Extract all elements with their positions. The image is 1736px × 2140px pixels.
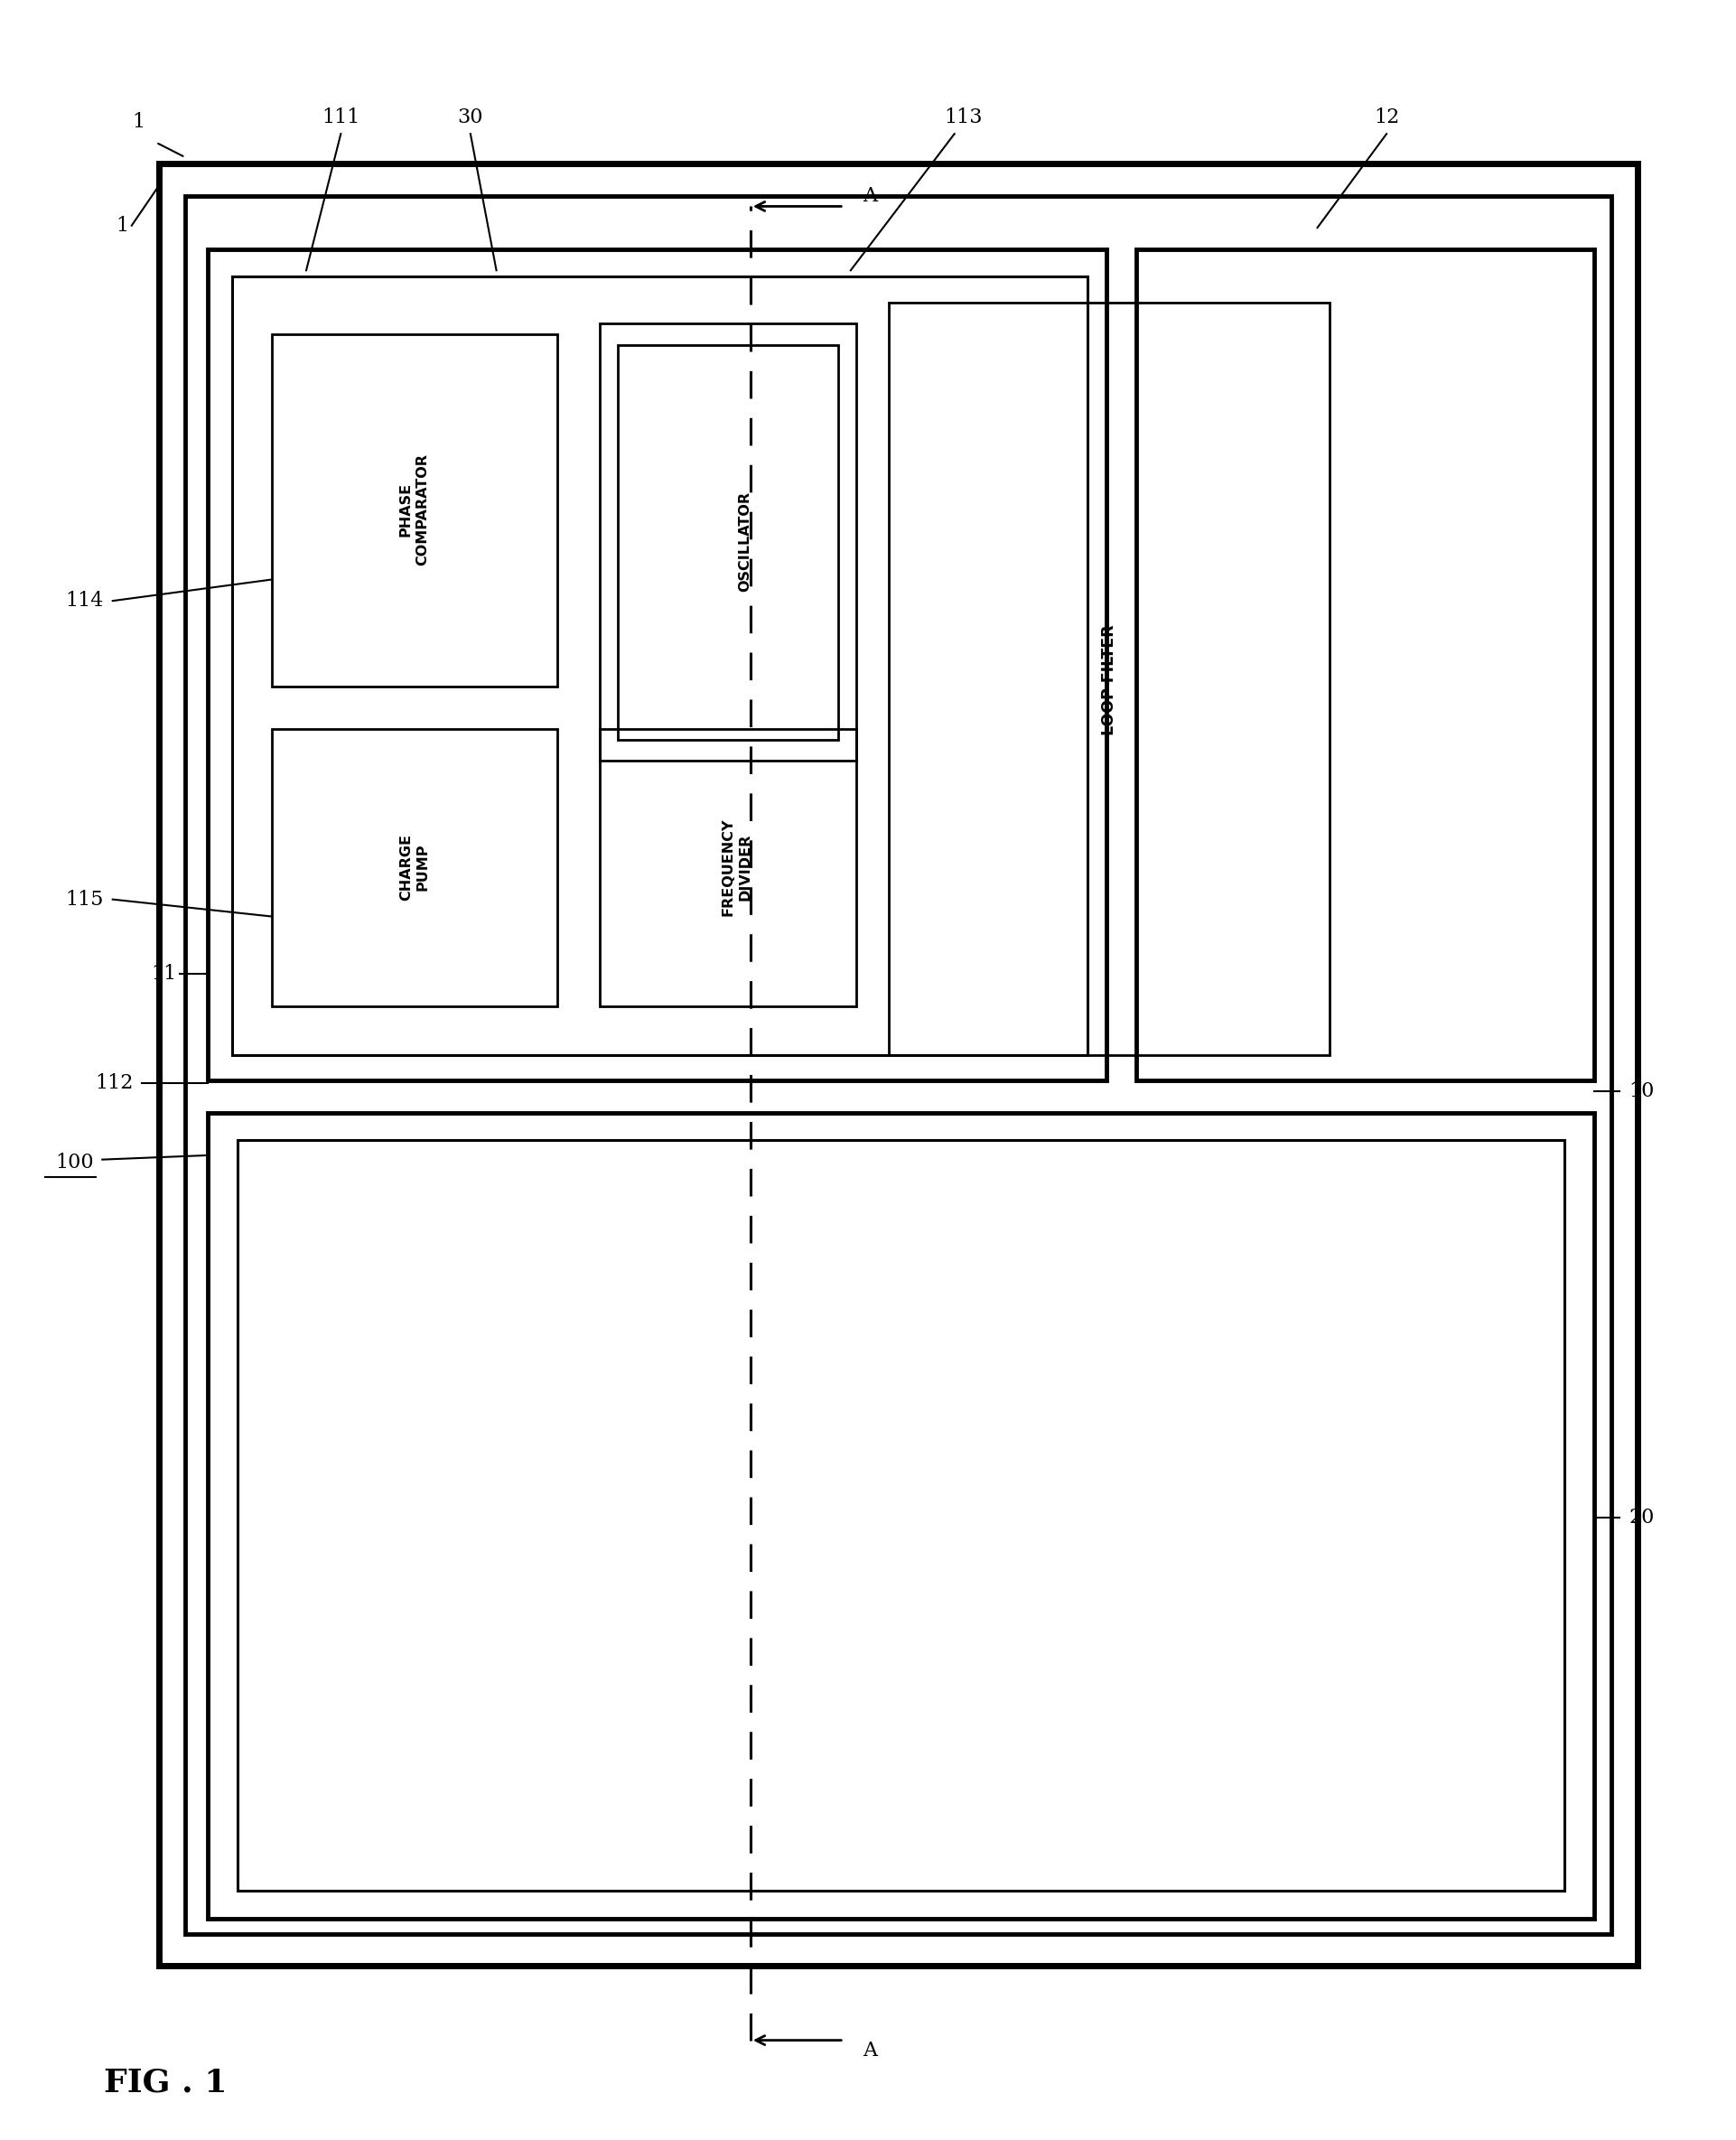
Bar: [160, 163, 1637, 1967]
Text: 111: 111: [321, 107, 359, 128]
Text: FIG . 1: FIG . 1: [104, 2067, 227, 2097]
Text: 10: 10: [1628, 1081, 1654, 1102]
Text: 115: 115: [66, 890, 104, 909]
Text: PHASE
COMPARATOR: PHASE COMPARATOR: [399, 454, 429, 565]
Bar: [601, 323, 856, 762]
Bar: [601, 730, 856, 1006]
Text: 1: 1: [132, 111, 146, 133]
Bar: [1135, 248, 1594, 1081]
Bar: [271, 730, 557, 1006]
Text: 112: 112: [95, 1072, 134, 1094]
Text: 30: 30: [458, 107, 483, 128]
Text: CHARGE
PUMP: CHARGE PUMP: [399, 835, 429, 901]
Text: LOOP FILTER: LOOP FILTER: [1101, 625, 1118, 736]
Text: 20: 20: [1628, 1509, 1654, 1528]
Bar: [889, 302, 1330, 1055]
Text: 12: 12: [1373, 107, 1399, 128]
Bar: [208, 1113, 1594, 1920]
Bar: [233, 276, 1087, 1055]
Text: 113: 113: [944, 107, 983, 128]
Text: FREQUENCY
DIVIDER: FREQUENCY DIVIDER: [722, 817, 752, 916]
Text: 100: 100: [56, 1153, 94, 1173]
Bar: [238, 1141, 1564, 1892]
Text: 11: 11: [151, 965, 177, 984]
Text: A: A: [863, 186, 877, 205]
Bar: [208, 248, 1106, 1081]
Bar: [186, 195, 1611, 1935]
Text: A: A: [863, 2042, 877, 2061]
Bar: [618, 345, 838, 740]
Text: OSCILLATOR: OSCILLATOR: [738, 490, 752, 591]
Text: 114: 114: [66, 591, 104, 610]
Text: 1: 1: [116, 216, 128, 235]
Bar: [271, 334, 557, 687]
